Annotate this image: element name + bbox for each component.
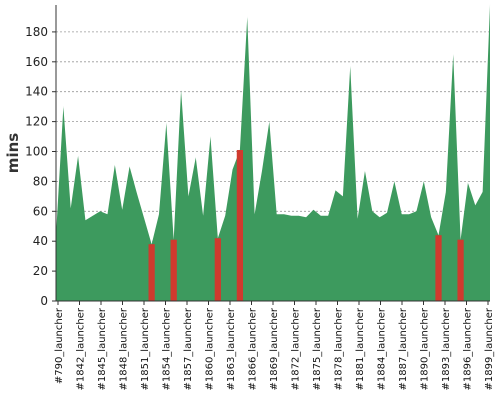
x-tick-label-16: #1887_launcher (398, 307, 409, 390)
y-tick-label-60: 60 (33, 204, 48, 218)
x-tick-label-6: #1857_launcher (183, 307, 194, 390)
area-layer (55, 4, 491, 301)
x-tick-label-18: #1893_launcher (441, 307, 452, 390)
failed-bar-13 (148, 244, 155, 301)
duration-area (56, 5, 490, 301)
y-tick-label-180: 180 (25, 25, 48, 39)
x-tick-label-2: #1845_launcher (97, 307, 108, 390)
y-tick-label-100: 100 (25, 145, 48, 159)
y-tick-label-20: 20 (33, 264, 48, 278)
y-tick-label-40: 40 (33, 234, 48, 248)
x-tick-label-0: #790_launcher (54, 307, 65, 384)
failed-bar-52 (435, 235, 442, 301)
y-tick-label-120: 120 (25, 115, 48, 129)
failed-bar-55 (457, 239, 464, 301)
failed-bars-layer (148, 150, 464, 301)
y-tick-label-80: 80 (33, 174, 48, 188)
x-tick-label-19: #1896_launcher (463, 307, 474, 390)
x-tick-label-5: #1854_launcher (162, 307, 173, 390)
x-tick-label-14: #1881_launcher (355, 307, 366, 390)
failed-bar-22 (214, 238, 221, 301)
x-tick-label-9: #1866_launcher (248, 307, 259, 390)
x-tick-label-12: #1875_launcher (312, 307, 323, 390)
x-tick-label-8: #1863_launcher (226, 307, 237, 390)
y-tick-label-0: 0 (40, 294, 48, 308)
x-tick-label-10: #1869_launcher (269, 307, 280, 390)
axis-layer: 0 20 40 60 80 100 120 140 160 180 #790_launcher #18… (25, 5, 495, 391)
x-tick-label-20: #1899_launcher (484, 307, 495, 390)
x-tick-label-3: #1848_launcher (119, 307, 130, 390)
x-tick-label-1: #1842_launcher (76, 307, 87, 390)
y-tick-label-160: 160 (25, 55, 48, 69)
x-tick-label-4: #1851_launcher (140, 307, 151, 390)
x-tick-label-7: #1860_launcher (205, 307, 216, 390)
x-tick-label-17: #1890_launcher (420, 307, 431, 390)
x-tick-label-11: #1872_launcher (291, 307, 302, 390)
failed-bar-16 (170, 239, 177, 301)
failed-bar-25 (236, 150, 244, 301)
x-tick-label-13: #1878_launcher (334, 307, 345, 390)
y-axis-title: mins (4, 133, 22, 173)
x-tick-label-15: #1884_launcher (377, 307, 388, 390)
y-tick-label-140: 140 (25, 85, 48, 99)
